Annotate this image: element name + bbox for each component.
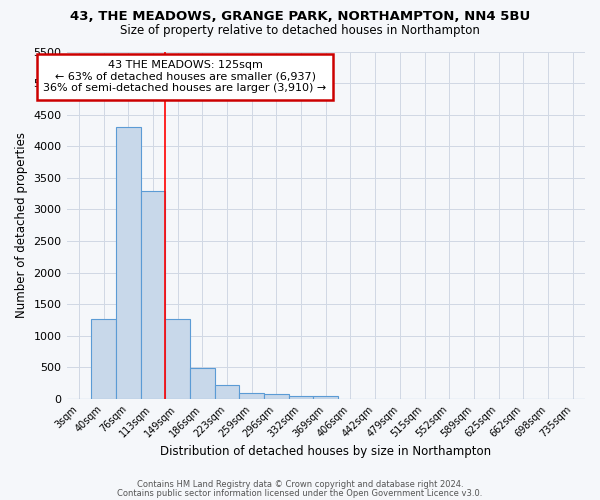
Bar [313, 396, 338, 399]
Bar [165, 319, 190, 399]
Bar [239, 393, 264, 399]
Text: Contains public sector information licensed under the Open Government Licence v3: Contains public sector information licen… [118, 488, 482, 498]
Text: Contains HM Land Registry data © Crown copyright and database right 2024.: Contains HM Land Registry data © Crown c… [137, 480, 463, 489]
Text: 43, THE MEADOWS, GRANGE PARK, NORTHAMPTON, NN4 5BU: 43, THE MEADOWS, GRANGE PARK, NORTHAMPTO… [70, 10, 530, 23]
Y-axis label: Number of detached properties: Number of detached properties [15, 132, 28, 318]
X-axis label: Distribution of detached houses by size in Northampton: Distribution of detached houses by size … [160, 444, 491, 458]
Text: 43 THE MEADOWS: 125sqm
← 63% of detached houses are smaller (6,937)
36% of semi-: 43 THE MEADOWS: 125sqm ← 63% of detached… [43, 60, 326, 94]
Bar [289, 396, 313, 399]
Bar [116, 128, 140, 399]
Text: Size of property relative to detached houses in Northampton: Size of property relative to detached ho… [120, 24, 480, 37]
Bar [264, 394, 289, 399]
Bar [190, 368, 215, 399]
Bar [215, 384, 239, 399]
Bar [140, 190, 165, 399]
Bar [91, 320, 116, 399]
